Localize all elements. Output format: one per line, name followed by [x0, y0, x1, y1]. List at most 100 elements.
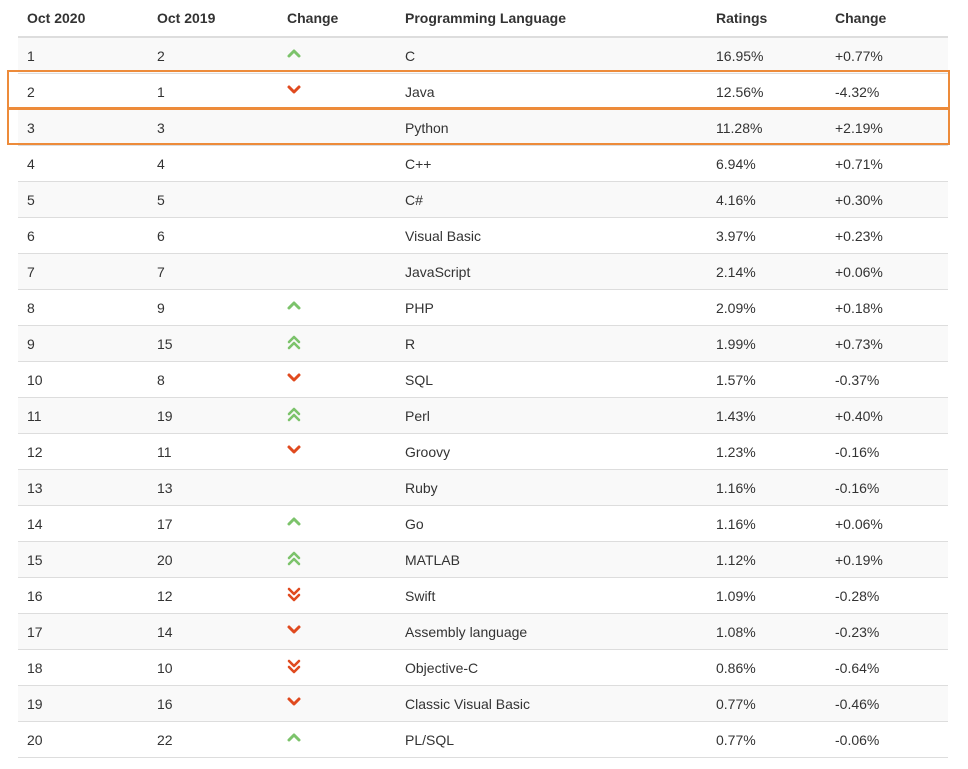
rank-oct-2019: 3 — [148, 109, 278, 146]
rating-value: 1.43% — [707, 397, 826, 434]
rating-change: +0.71% — [826, 145, 948, 182]
rating-value: 1.12% — [707, 541, 826, 578]
rating-change: +0.77% — [826, 37, 948, 74]
table-row[interactable]: 12 11 Groovy 1.23% -0.16% — [18, 433, 948, 470]
rating-value: 0.77% — [707, 685, 826, 722]
rank-oct-2019: 11 — [148, 433, 278, 470]
rank-oct-2020: 6 — [18, 217, 148, 254]
rating-change: -0.64% — [826, 649, 948, 686]
language-name: SQL — [396, 361, 707, 398]
rating-change: +0.19% — [826, 541, 948, 578]
rank-oct-2020: 19 — [18, 685, 148, 722]
table-row[interactable]: 11 19 Perl 1.43% +0.40% — [18, 397, 948, 434]
rank-change-cell — [278, 649, 396, 686]
rating-change: -4.32% — [826, 73, 948, 110]
rank-oct-2020: 3 — [18, 109, 148, 146]
language-name: Perl — [396, 397, 707, 434]
rank-oct-2019: 13 — [148, 469, 278, 506]
rating-value: 1.08% — [707, 613, 826, 650]
rank-change-cell — [278, 541, 396, 578]
table-row[interactable]: 16 12 Swift 1.09% -0.28% — [18, 577, 948, 614]
rank-oct-2020: 11 — [18, 397, 148, 434]
rank-oct-2019: 5 — [148, 181, 278, 218]
language-name: Go — [396, 505, 707, 542]
header-ratings[interactable]: Ratings — [707, 0, 826, 38]
ranking-table: Oct 2020 Oct 2019 Change Programming Lan… — [18, 0, 948, 758]
rank-oct-2020: 17 — [18, 613, 148, 650]
rating-value: 2.14% — [707, 253, 826, 290]
language-name: C# — [396, 181, 707, 218]
language-name: JavaScript — [396, 253, 707, 290]
table-row[interactable]: 4 4 C++ 6.94% +0.71% — [18, 145, 948, 182]
rank-oct-2020: 9 — [18, 325, 148, 362]
rating-value: 1.23% — [707, 433, 826, 470]
table-row[interactable]: 17 14 Assembly language 1.08% -0.23% — [18, 613, 948, 650]
rank-oct-2019: 7 — [148, 253, 278, 290]
rank-oct-2019: 2 — [148, 37, 278, 74]
chevron-down-icon — [286, 82, 304, 98]
header-programming-language[interactable]: Programming Language — [396, 0, 707, 38]
rank-oct-2020: 5 — [18, 181, 148, 218]
chevron-up-icon — [286, 514, 304, 530]
rank-oct-2020: 8 — [18, 289, 148, 326]
rating-value: 1.16% — [707, 505, 826, 542]
chevron-up-icon — [286, 46, 304, 62]
header-change-rank[interactable]: Change — [278, 0, 396, 38]
rank-change-cell — [278, 289, 396, 326]
chevron-up-icon — [286, 298, 304, 314]
language-name: C++ — [396, 145, 707, 182]
table-row[interactable]: 15 20 MATLAB 1.12% +0.19% — [18, 541, 948, 578]
rating-change: -0.16% — [826, 433, 948, 470]
table-row[interactable]: 14 17 Go 1.16% +0.06% — [18, 505, 948, 542]
rating-value: 1.57% — [707, 361, 826, 398]
rank-oct-2019: 20 — [148, 541, 278, 578]
rank-change-cell — [278, 253, 396, 290]
chevron-up-icon — [286, 730, 304, 746]
table-header: Oct 2020 Oct 2019 Change Programming Lan… — [18, 0, 948, 38]
rank-oct-2019: 10 — [148, 649, 278, 686]
language-name: Objective-C — [396, 649, 707, 686]
rank-oct-2019: 12 — [148, 577, 278, 614]
rank-change-cell — [278, 505, 396, 542]
rank-oct-2020: 15 — [18, 541, 148, 578]
table-row[interactable]: 20 22 PL/SQL 0.77% -0.06% — [18, 721, 948, 758]
table-row[interactable]: 3 3 Python 11.28% +2.19% — [18, 109, 948, 146]
table-row[interactable]: 13 13 Ruby 1.16% -0.16% — [18, 469, 948, 506]
rating-value: 4.16% — [707, 181, 826, 218]
rank-oct-2019: 15 — [148, 325, 278, 362]
language-name: PHP — [396, 289, 707, 326]
rank-change-cell — [278, 109, 396, 146]
table-body: 1 2 C 16.95% +0.77% 2 1 Java 12.56% -4.32% 3 3 Pytho… — [18, 37, 948, 758]
table-row[interactable]: 10 8 SQL 1.57% -0.37% — [18, 361, 948, 398]
rank-oct-2020: 12 — [18, 433, 148, 470]
table-row[interactable]: 6 6 Visual Basic 3.97% +0.23% — [18, 217, 948, 254]
rating-value: 11.28% — [707, 109, 826, 146]
rank-oct-2020: 1 — [18, 37, 148, 74]
rank-oct-2020: 7 — [18, 253, 148, 290]
rank-change-cell — [278, 685, 396, 722]
header-oct-2019[interactable]: Oct 2019 — [148, 0, 278, 38]
rank-change-cell — [278, 721, 396, 758]
rank-change-cell — [278, 469, 396, 506]
table-row[interactable]: 19 16 Classic Visual Basic 0.77% -0.46% — [18, 685, 948, 722]
rank-change-cell — [278, 37, 396, 74]
table-row[interactable]: 5 5 C# 4.16% +0.30% — [18, 181, 948, 218]
table-row[interactable]: 2 1 Java 12.56% -4.32% — [18, 73, 948, 110]
rank-oct-2019: 8 — [148, 361, 278, 398]
rank-oct-2020: 14 — [18, 505, 148, 542]
rank-change-cell — [278, 181, 396, 218]
table-row[interactable]: 8 9 PHP 2.09% +0.18% — [18, 289, 948, 326]
language-name: Classic Visual Basic — [396, 685, 707, 722]
language-name: R — [396, 325, 707, 362]
table-row[interactable]: 1 2 C 16.95% +0.77% — [18, 37, 948, 74]
header-change-rating[interactable]: Change — [826, 0, 948, 38]
table-row[interactable]: 18 10 Objective-C 0.86% -0.64% — [18, 649, 948, 686]
header-oct-2020[interactable]: Oct 2020 — [18, 0, 148, 38]
rank-change-cell — [278, 73, 396, 110]
rating-value: 2.09% — [707, 289, 826, 326]
table-row[interactable]: 7 7 JavaScript 2.14% +0.06% — [18, 253, 948, 290]
rating-change: -0.06% — [826, 721, 948, 758]
table-row[interactable]: 9 15 R 1.99% +0.73% — [18, 325, 948, 362]
chevron-down-icon — [286, 622, 304, 638]
rank-oct-2020: 18 — [18, 649, 148, 686]
